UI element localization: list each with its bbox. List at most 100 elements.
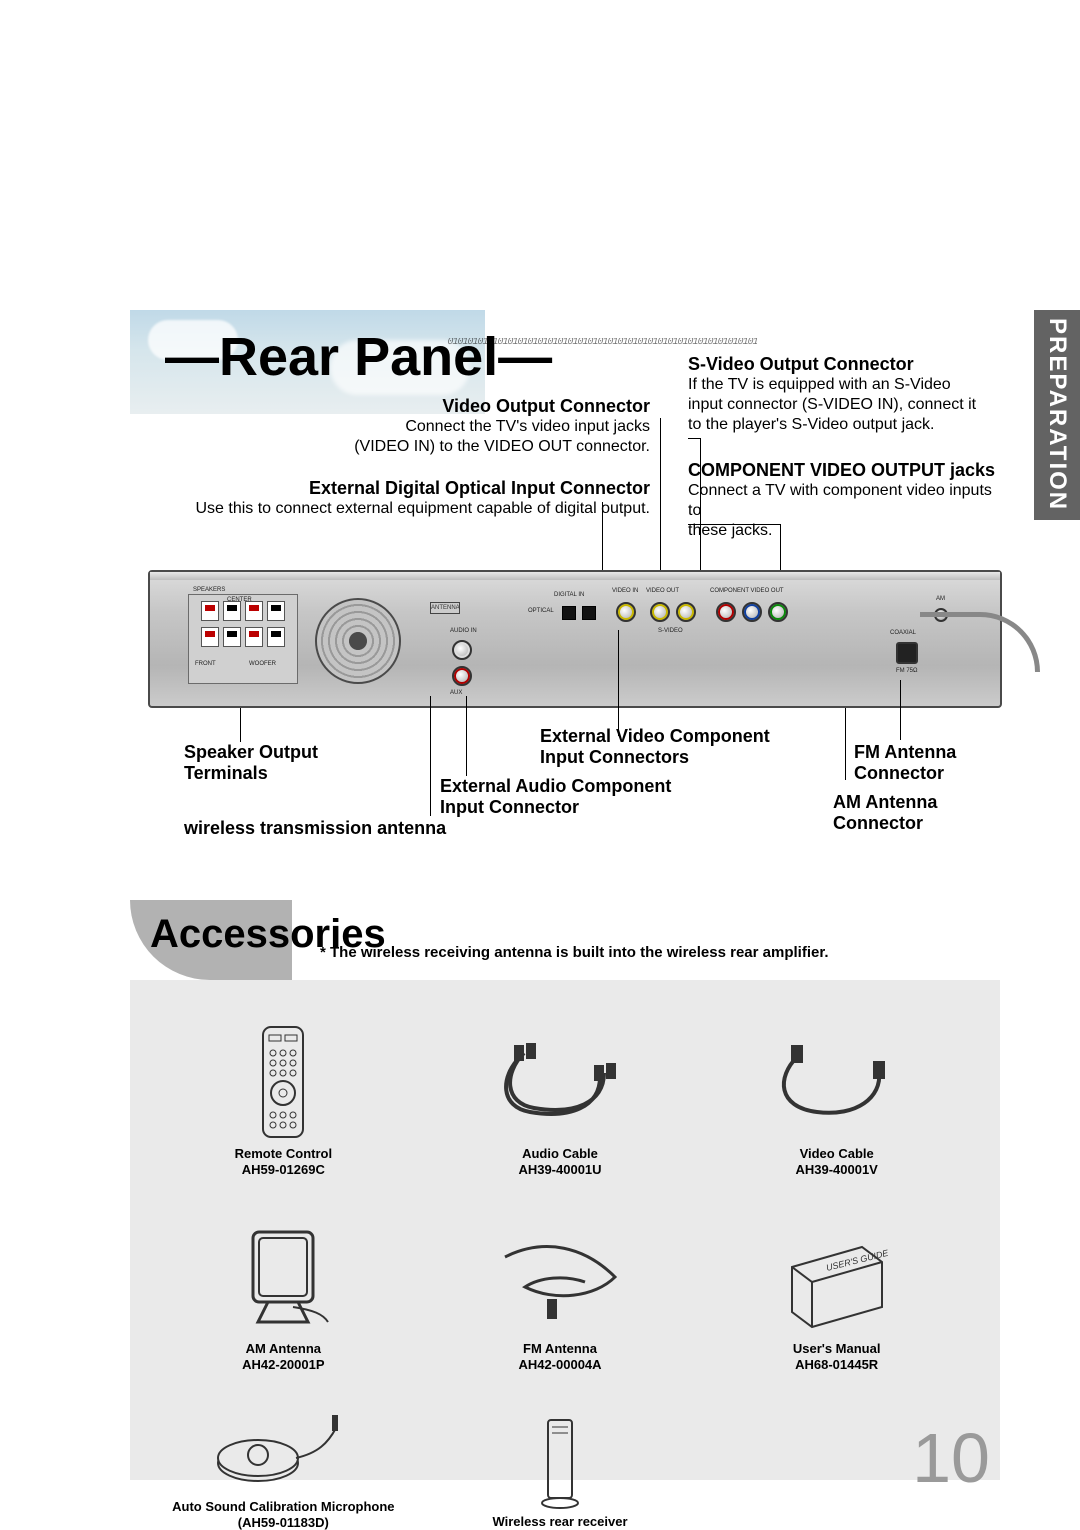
callout-line: External Audio Component xyxy=(440,776,671,797)
callout-ext-video: External Video Component Input Connector… xyxy=(540,726,770,768)
callout-line: Input Connector xyxy=(440,797,671,818)
accessory-audio-cable: Audio Cable AH39-40001U xyxy=(427,992,694,1177)
speaker-terminals: SPEAKERS CENTER FRONT WOOFER xyxy=(188,594,298,684)
rca-jack xyxy=(650,602,670,622)
accessory-code: AH59-01269C xyxy=(242,1162,325,1177)
accessories-grid: Remote Control AH59-01269C Audio Cable A… xyxy=(150,992,970,1372)
panel-label: VIDEO OUT xyxy=(646,588,679,594)
panel-label: SPEAKERS xyxy=(193,587,225,593)
mic-icon xyxy=(208,1400,358,1495)
optical-port xyxy=(562,606,576,620)
accessory-name: Auto Sound Calibration Microphone xyxy=(172,1499,394,1515)
callout-body: (VIDEO IN) to the VIDEO OUT connector. xyxy=(350,437,650,457)
leader-line xyxy=(466,696,467,776)
callout-body: input connector (S-VIDEO IN), connect it xyxy=(688,395,998,415)
callout-body: If the TV is equipped with an S-Video xyxy=(688,375,998,395)
panel-label: COMPONENT VIDEO OUT xyxy=(710,588,784,594)
receiver-icon xyxy=(485,1415,635,1510)
leader-line xyxy=(688,438,700,439)
manual-icon: USER'S GUIDE xyxy=(762,1217,912,1337)
callout-heading: Video Output Connector xyxy=(350,396,650,417)
callout-heading: S-Video Output Connector xyxy=(688,354,998,375)
callout-line: Speaker Output xyxy=(184,742,318,763)
accessory-name: User's Manual xyxy=(793,1341,881,1357)
callout-body: Use this to connect external equipment c… xyxy=(162,499,650,519)
accessory-microphone: Auto Sound Calibration Microphone (AH59-… xyxy=(150,1370,417,1530)
section-tab-label: PREPARATION xyxy=(1043,318,1071,511)
callout-ext-audio: External Audio Component Input Connector xyxy=(440,776,671,818)
section-tab: PREPARATION xyxy=(1034,310,1080,520)
rca-jack xyxy=(452,666,472,686)
leader-line xyxy=(240,708,241,742)
accessory-code: AH39-40001V xyxy=(795,1162,877,1177)
callout-body: these jacks. xyxy=(688,521,1008,541)
rca-jack xyxy=(742,602,762,622)
audio-cable-icon xyxy=(485,1022,635,1142)
callout-fm-antenna: FM Antenna Connector xyxy=(854,742,956,784)
rca-jack xyxy=(676,602,696,622)
callout-component: COMPONENT VIDEO OUTPUT jacks Connect a T… xyxy=(688,460,1008,541)
accessory-video-cable: Video Cable AH39-40001V xyxy=(703,992,970,1177)
leader-line xyxy=(430,696,431,816)
rear-panel-diagram: SPEAKERS CENTER FRONT WOOFER ANTENNA AUD… xyxy=(148,570,1002,708)
callout-heading: External Digital Optical Input Connector xyxy=(162,478,650,499)
rca-jack xyxy=(716,602,736,622)
accessory-name: Audio Cable xyxy=(522,1146,598,1162)
coax-port xyxy=(896,642,918,664)
panel-label: VIDEO IN xyxy=(612,588,638,594)
callout-line: FM Antenna xyxy=(854,742,956,763)
panel-label: FM 75Ω xyxy=(896,668,918,674)
video-cable-icon xyxy=(762,1022,912,1142)
panel-label: AUX xyxy=(450,690,462,696)
page-number: 10 xyxy=(912,1418,990,1498)
rca-jack xyxy=(616,602,636,622)
accessory-code: AH39-40001U xyxy=(518,1162,601,1177)
fm-antenna-icon xyxy=(485,1217,635,1337)
callout-line: AM Antenna xyxy=(833,792,937,813)
accessories-grid-row3: Auto Sound Calibration Microphone (AH59-… xyxy=(150,1370,970,1530)
accessory-name: FM Antenna xyxy=(523,1341,597,1357)
leader-line xyxy=(618,630,619,736)
panel-label: OPTICAL xyxy=(528,608,554,614)
panel-label: AUDIO IN xyxy=(450,628,477,634)
callout-body: to the player's S-Video output jack. xyxy=(688,415,998,435)
antenna-port: ANTENNA xyxy=(430,602,460,614)
power-cord xyxy=(920,612,1040,672)
callout-line: Connector xyxy=(833,813,937,834)
callout-line: Terminals xyxy=(184,763,318,784)
rca-jack xyxy=(768,602,788,622)
callout-line: External Video Component xyxy=(540,726,770,747)
accessory-name: Remote Control xyxy=(235,1146,333,1162)
leader-line xyxy=(900,680,901,740)
am-antenna-icon xyxy=(208,1217,358,1337)
panel-label: DIGITAL IN xyxy=(554,592,584,598)
callout-body: Connect a TV with component video inputs… xyxy=(688,481,1008,521)
accessory-name: Video Cable xyxy=(800,1146,874,1162)
panel-label: COAXIAL xyxy=(890,630,916,636)
callout-line: Connector xyxy=(854,763,956,784)
callout-svideo: S-Video Output Connector If the TV is eq… xyxy=(688,354,998,435)
accessory-am-antenna: AM Antenna AH42-20001P xyxy=(150,1187,417,1372)
accessory-remote: Remote Control AH59-01269C xyxy=(150,992,417,1177)
callout-heading: COMPONENT VIDEO OUTPUT jacks xyxy=(688,460,1008,481)
callout-am-antenna: AM Antenna Connector xyxy=(833,792,937,834)
rca-jack xyxy=(452,640,472,660)
panel-label: WOOFER xyxy=(249,661,276,667)
callout-wireless-antenna: wireless transmission antenna xyxy=(184,818,446,839)
accessory-wireless-receiver: Wireless rear receiver xyxy=(427,1370,694,1530)
callout-video-out: Video Output Connector Connect the TV's … xyxy=(350,396,650,457)
callout-line: Input Connectors xyxy=(540,747,770,768)
accessory-fm-antenna: FM Antenna AH42-00004A xyxy=(427,1187,694,1372)
leader-line xyxy=(845,708,846,780)
callout-ext-digital: External Digital Optical Input Connector… xyxy=(162,478,650,519)
optical-port xyxy=(582,606,596,620)
panel-label: FRONT xyxy=(195,661,216,667)
panel-label: S-VIDEO xyxy=(658,628,683,634)
accessory-manual: USER'S GUIDE User's Manual AH68-01445R xyxy=(703,1187,970,1372)
callout-speaker-output: Speaker Output Terminals xyxy=(184,742,318,784)
remote-icon xyxy=(208,1022,358,1142)
panel-label: AM xyxy=(936,596,945,602)
accessory-name: AM Antenna xyxy=(246,1341,321,1357)
callout-body: Connect the TV's video input jacks xyxy=(350,417,650,437)
cooling-fan xyxy=(315,598,401,684)
